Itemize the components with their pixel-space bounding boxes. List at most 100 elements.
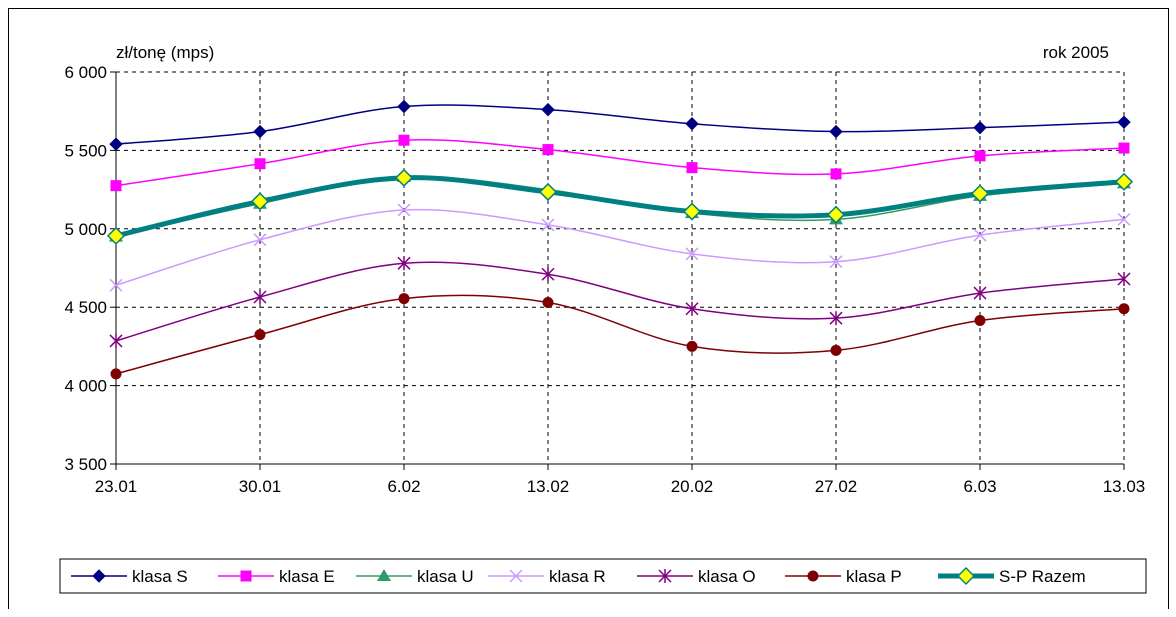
year-annotation: rok 2005 bbox=[1043, 43, 1109, 62]
data-point-klasa-p bbox=[686, 340, 698, 352]
y-tick-label: 3 500 bbox=[64, 455, 107, 474]
data-point-klasa-o bbox=[973, 286, 987, 301]
series-s-p-razem bbox=[106, 168, 1134, 245]
legend-marker-klasa-u bbox=[377, 569, 391, 581]
data-point-klasa-s bbox=[1117, 115, 1131, 129]
data-point-klasa-s bbox=[973, 120, 987, 135]
x-tick-label: 23.01 bbox=[95, 477, 138, 496]
data-point-klasa-r bbox=[685, 247, 699, 261]
y-tick-label: 6 000 bbox=[64, 63, 107, 82]
series-line-s-p-razem bbox=[115, 175, 1125, 239]
data-point-klasa-o bbox=[829, 311, 843, 326]
series-line-klasa-r bbox=[115, 208, 1125, 286]
y-tick-label: 5 000 bbox=[64, 220, 107, 239]
data-point-s-p-razem bbox=[682, 202, 702, 221]
marker-stroke bbox=[685, 247, 699, 261]
marker-stroke bbox=[541, 218, 555, 232]
data-point-klasa-p bbox=[254, 329, 266, 341]
data-point-klasa-e bbox=[830, 168, 842, 180]
data-point-klasa-s bbox=[829, 124, 843, 139]
y-tick-label: 4 000 bbox=[64, 377, 107, 396]
legend-label-klasa-u: klasa U bbox=[417, 567, 474, 586]
marker-stroke bbox=[973, 228, 987, 242]
data-point-s-p-razem bbox=[250, 192, 270, 211]
legend-marker-klasa-p bbox=[807, 570, 819, 582]
legend: klasa S klasa E klasa U klasa R klasa O klasa… bbox=[59, 558, 1147, 594]
legend-label-klasa-o: klasa O bbox=[698, 567, 756, 586]
data-point-klasa-s bbox=[253, 124, 267, 139]
data-point-klasa-e bbox=[254, 158, 266, 170]
legend-label-klasa-r: klasa R bbox=[549, 567, 606, 586]
legend-item-klasa-e: klasa E bbox=[218, 567, 335, 586]
marker-stroke bbox=[397, 203, 411, 217]
legend-marker-klasa-r bbox=[509, 569, 523, 583]
data-point-klasa-o bbox=[253, 290, 267, 305]
data-point-klasa-p bbox=[974, 315, 986, 327]
data-point-klasa-e bbox=[398, 134, 410, 146]
data-point-klasa-s bbox=[541, 102, 555, 117]
x-tick-label: 27.02 bbox=[815, 477, 858, 496]
legend-item-klasa-o: klasa O bbox=[637, 567, 756, 586]
series-line-klasa-u bbox=[115, 175, 1125, 238]
x-tick-label: 20.02 bbox=[671, 477, 714, 496]
x-tick-label: 13.02 bbox=[527, 477, 570, 496]
legend-item-klasa-p: klasa P bbox=[785, 567, 902, 586]
line-chart: 3 500 4 000 4 500 5 000 5 500 6 000 23.01 30.01… bbox=[59, 43, 1147, 594]
data-point-s-p-razem bbox=[1114, 172, 1134, 191]
series-klasa-s bbox=[109, 99, 1131, 151]
data-point-klasa-r bbox=[829, 255, 843, 269]
data-point-klasa-r bbox=[973, 228, 987, 242]
legend-item-s-p-razem: S-P Razem bbox=[938, 566, 1086, 586]
legend-item-klasa-u: klasa U bbox=[356, 567, 474, 586]
data-point-klasa-p bbox=[110, 368, 122, 380]
legend-label-klasa-e: klasa E bbox=[279, 567, 335, 586]
data-point-klasa-r bbox=[253, 233, 267, 247]
data-point-s-p-razem bbox=[970, 184, 990, 203]
y-tick-label: 4 500 bbox=[64, 298, 107, 317]
data-point-klasa-p bbox=[542, 296, 554, 308]
data-point-klasa-e bbox=[1118, 142, 1130, 154]
x-tick-label: 30.01 bbox=[239, 477, 282, 496]
data-point-klasa-o bbox=[685, 301, 699, 316]
series-line-klasa-s bbox=[115, 104, 1125, 145]
data-point-klasa-s bbox=[109, 137, 123, 151]
data-point-klasa-p bbox=[398, 293, 410, 305]
data-point-klasa-e bbox=[542, 144, 554, 156]
x-tick-label: 6.03 bbox=[963, 477, 996, 496]
legend-item-klasa-r: klasa R bbox=[488, 567, 606, 586]
series-layer bbox=[106, 99, 1134, 380]
data-point-s-p-razem bbox=[106, 226, 126, 245]
y-tick-label: 5 500 bbox=[64, 141, 107, 160]
marker-stroke bbox=[509, 569, 523, 583]
data-point-klasa-r bbox=[397, 203, 411, 217]
data-point-klasa-r bbox=[541, 218, 555, 232]
marker-stroke bbox=[109, 278, 123, 292]
data-point-klasa-r bbox=[109, 278, 123, 292]
series-klasa-e bbox=[110, 134, 1130, 192]
data-point-klasa-p bbox=[830, 344, 842, 356]
chart-frame: 3 500 4 000 4 500 5 000 5 500 6 000 23.01 30.01… bbox=[8, 8, 1169, 609]
marker-stroke bbox=[829, 255, 843, 269]
data-point-klasa-o bbox=[397, 256, 411, 271]
data-point-klasa-r bbox=[1117, 212, 1131, 226]
data-point-klasa-e bbox=[110, 180, 122, 192]
legend-marker-klasa-o bbox=[658, 569, 672, 583]
legend-item-klasa-s: klasa S bbox=[71, 567, 188, 586]
axes: 3 500 4 000 4 500 5 000 5 500 6 000 23.01 30.01… bbox=[64, 63, 1145, 496]
series-klasa-r bbox=[109, 203, 1131, 292]
series-line-klasa-p bbox=[115, 294, 1125, 375]
data-point-klasa-s bbox=[685, 117, 699, 131]
data-point-s-p-razem bbox=[394, 168, 414, 187]
marker-stroke bbox=[1117, 212, 1131, 226]
series-klasa-p bbox=[110, 293, 1130, 380]
data-point-s-p-razem bbox=[538, 182, 558, 202]
legend-label-klasa-p: klasa P bbox=[846, 567, 902, 586]
x-tick-label: 6.02 bbox=[387, 477, 420, 496]
series-line-klasa-e bbox=[115, 139, 1125, 187]
data-point-klasa-o bbox=[109, 333, 123, 348]
data-point-s-p-razem bbox=[826, 205, 846, 224]
legend-label-s-p-razem: S-P Razem bbox=[999, 567, 1086, 586]
marker-stroke bbox=[253, 233, 267, 247]
data-point-klasa-p bbox=[1118, 303, 1130, 315]
legend-marker-klasa-s bbox=[92, 569, 106, 583]
